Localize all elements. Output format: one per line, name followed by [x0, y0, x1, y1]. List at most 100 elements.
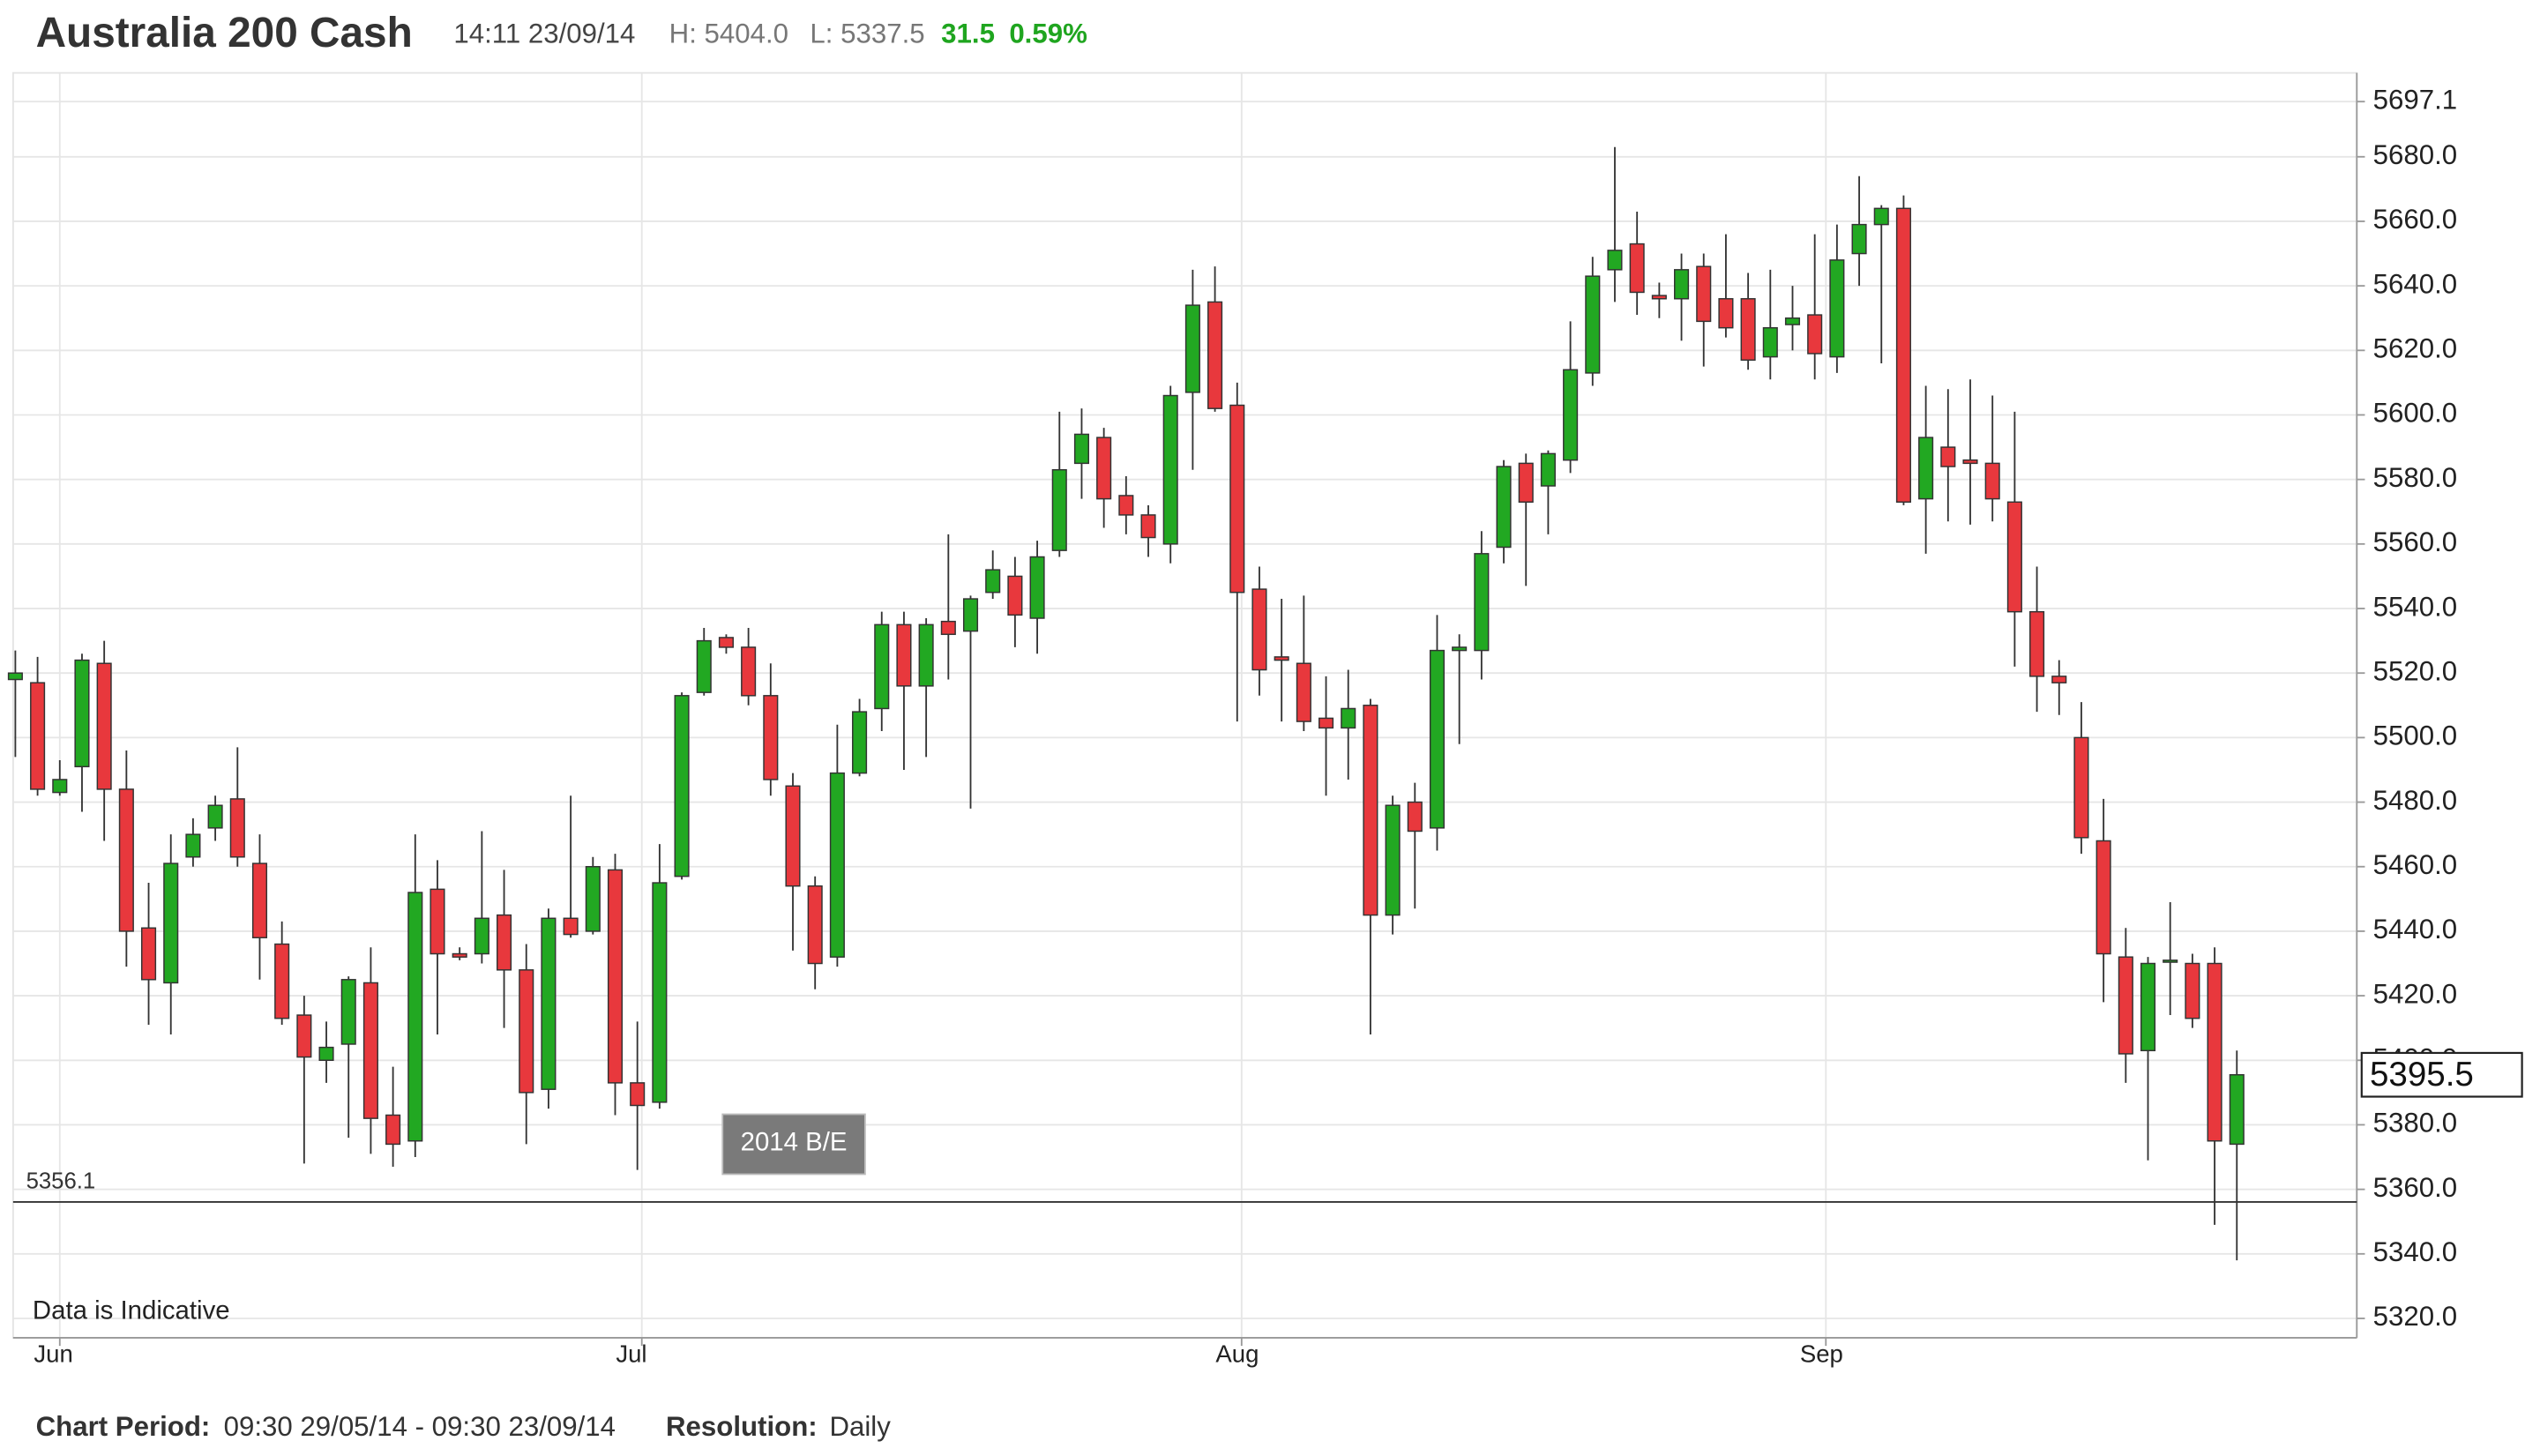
candle-body: [1607, 250, 1623, 271]
candle-body: [1540, 452, 1556, 487]
candle-body: [1784, 317, 1801, 325]
candle-body: [1851, 223, 1867, 255]
quote-time: 14:11 23/09/14: [453, 19, 635, 49]
candle-body: [874, 623, 890, 710]
y-tick-label: 5360.0: [2373, 1172, 2458, 1203]
y-tick-label: 5500.0: [2373, 721, 2458, 751]
candle-body: [652, 882, 668, 1103]
candle-body: [2051, 676, 2067, 683]
candle-body: [2185, 962, 2200, 1019]
candle-body: [96, 662, 112, 790]
candle-body: [696, 639, 712, 693]
candle-body: [1918, 437, 1934, 500]
y-tick-label: 5660.0: [2373, 204, 2458, 235]
last-price-label: 5395.5: [2370, 1056, 2474, 1094]
candle-body: [1184, 304, 1200, 393]
candle-body: [985, 569, 1001, 594]
y-tick-label: 5580.0: [2373, 462, 2458, 493]
candle-body: [1651, 295, 1667, 300]
candle-body: [1674, 269, 1690, 300]
candle-body: [1740, 298, 1756, 362]
instrument-title: Australia 200 Cash: [36, 10, 413, 56]
candle-body: [1474, 553, 1490, 652]
plot-area: 5320.05340.05360.05380.05400.05420.05440…: [7, 71, 2523, 1367]
candle-body: [1341, 707, 1356, 729]
x-tick-label: Jul: [616, 1340, 646, 1367]
candle-body: [1895, 207, 1911, 504]
candle-body: [340, 979, 356, 1045]
candle-body: [118, 788, 134, 932]
candle-body: [52, 779, 68, 794]
candle-body: [1829, 259, 1845, 358]
candle-body: [2229, 1074, 2245, 1146]
candle-body: [1629, 243, 1645, 294]
candle-body: [140, 927, 157, 981]
y-tick-label: 5460.0: [2373, 849, 2458, 880]
candle-body: [1318, 717, 1334, 729]
candle-body: [1962, 459, 1978, 465]
y-tick-label: 5697.1: [2373, 84, 2458, 115]
x-tick-label: Sep: [1800, 1340, 1843, 1367]
candle-body: [207, 804, 223, 829]
y-tick-label: 5320.0: [2373, 1301, 2458, 1332]
candle-body: [1363, 705, 1378, 916]
resolution-value: Daily: [829, 1411, 891, 1442]
note: Data is Indicative: [33, 1295, 230, 1325]
candle-body: [563, 917, 579, 936]
candle-body: [2140, 962, 2156, 1052]
y-tick-label: 5420.0: [2373, 978, 2458, 1009]
candle-body: [1762, 326, 1778, 358]
candle-body: [541, 917, 557, 1090]
candle-body: [1029, 556, 1045, 619]
event-box: [721, 1113, 866, 1176]
candle-body: [1385, 804, 1401, 916]
candle-body: [2207, 962, 2222, 1142]
candle-body: [1429, 649, 1446, 829]
candle-body: [1940, 446, 1956, 467]
candle-body: [1585, 275, 1601, 374]
candle-body: [251, 862, 268, 938]
quote-change-pct: 0.59%: [1009, 19, 1087, 49]
resolution-label: Resolution:: [666, 1411, 818, 1442]
candle-body: [585, 866, 601, 932]
candle-body: [385, 1114, 401, 1146]
candle-body: [896, 623, 912, 687]
candle-body: [741, 646, 757, 697]
y-tick-label: 5380.0: [2373, 1108, 2458, 1139]
candle-body: [1073, 433, 1090, 465]
candle-body: [1162, 394, 1178, 545]
candle-body: [2073, 736, 2089, 839]
candle-body: [1718, 298, 1734, 329]
candle-body: [785, 785, 801, 887]
candle-body: [1407, 801, 1423, 833]
candle-body: [1452, 646, 1468, 652]
y-tick-label: 5520.0: [2373, 655, 2458, 686]
candle-body: [1229, 404, 1245, 594]
y-tick-label: 5480.0: [2373, 785, 2458, 816]
x-tick-label: Jun: [34, 1340, 72, 1367]
candle-body: [2118, 956, 2133, 1055]
candle-body: [1873, 207, 1889, 226]
candle-body: [229, 798, 245, 858]
x-tick-label: Aug: [1215, 1340, 1259, 1367]
candle-body: [1518, 462, 1534, 504]
candle-body: [1807, 314, 1823, 355]
reference-label: 5356.1: [26, 1169, 96, 1194]
candle-body: [674, 695, 690, 877]
candle-body: [1251, 588, 1267, 671]
candle-body: [1207, 301, 1223, 409]
candle-body: [185, 833, 201, 858]
candle-body: [1140, 514, 1156, 539]
quote-high: H: 5404.0: [669, 19, 788, 49]
event-label: 2014 B/E: [741, 1127, 848, 1156]
quote-change: 31.5: [941, 19, 995, 49]
candle-body: [519, 969, 534, 1094]
y-tick-label: 5440.0: [2373, 914, 2458, 945]
y-tick-label: 5680.0: [2373, 139, 2458, 170]
candle-body: [7, 672, 23, 681]
candle-body: [2029, 610, 2045, 677]
candle-body: [940, 620, 956, 636]
candle-body: [1096, 437, 1112, 500]
